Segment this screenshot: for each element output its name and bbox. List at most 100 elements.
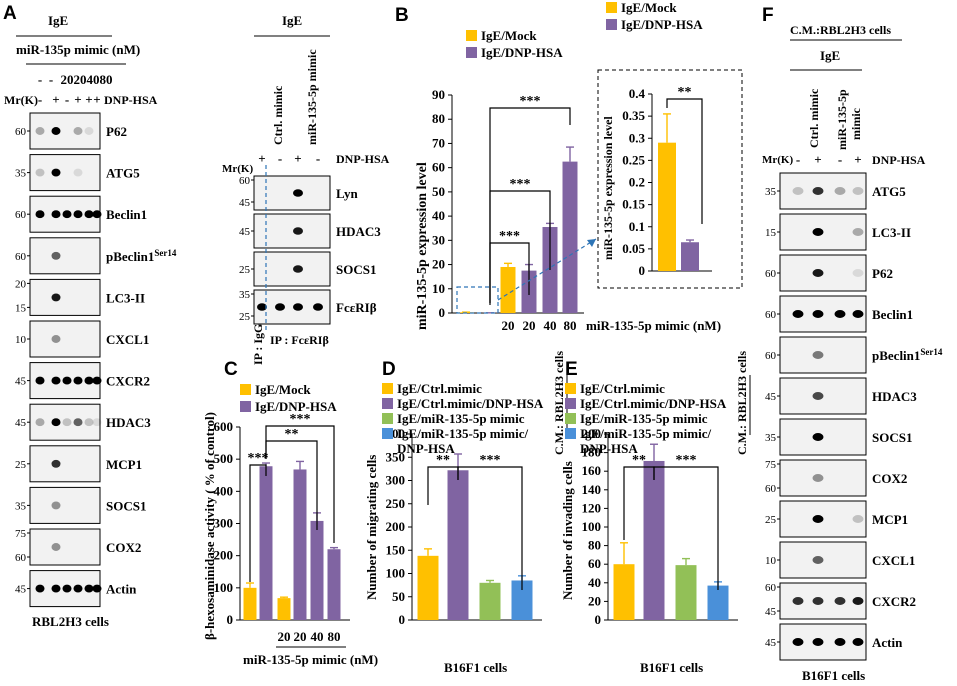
panel-f-label: F bbox=[762, 5, 774, 26]
blot-band bbox=[62, 210, 72, 219]
mw-marker: 60 bbox=[15, 552, 27, 564]
blot-cox2: COX2 75 60 bbox=[15, 528, 141, 566]
sign-2: - bbox=[65, 92, 69, 107]
sign-0: + bbox=[258, 151, 265, 166]
y-tick-label: 200 bbox=[214, 548, 234, 563]
blot-band bbox=[834, 310, 846, 318]
significance-label: *** bbox=[510, 177, 531, 192]
blot-label: HDAC3 bbox=[872, 389, 917, 404]
legend-label: IgE/DNP-HSA bbox=[481, 45, 563, 60]
bar bbox=[417, 555, 439, 620]
blot-label: SOCS1 bbox=[872, 430, 912, 445]
blot-label: ATG5 bbox=[872, 184, 906, 199]
y-axis-label: Number of migrating cells bbox=[364, 455, 379, 600]
blot-label: P62 bbox=[872, 266, 893, 281]
blot-band bbox=[293, 303, 303, 311]
blot-band bbox=[812, 310, 824, 318]
y-tick-label: 60 bbox=[588, 556, 601, 571]
blot-band bbox=[812, 269, 824, 277]
footer: B16F1 cells bbox=[640, 660, 703, 675]
panel-b-label: B bbox=[395, 5, 409, 26]
significance-bracket bbox=[265, 425, 335, 543]
blot-band bbox=[51, 210, 61, 219]
blot-band bbox=[834, 187, 846, 195]
legend-swatch bbox=[565, 383, 576, 394]
blot-band bbox=[812, 556, 824, 564]
blot-band bbox=[73, 584, 83, 593]
blot-label: HDAC3 bbox=[106, 415, 151, 430]
blot-band bbox=[852, 187, 864, 195]
blot-label: SOCS1 bbox=[336, 262, 376, 277]
y-tick-label: 40 bbox=[432, 208, 445, 223]
panel-a-blots: P62 60 ATG5 35 Beclin1 60 pBeclin1Ser14 60 LC3-I… bbox=[15, 112, 177, 608]
y-tick-label: 100 bbox=[582, 519, 602, 534]
bar bbox=[658, 142, 676, 271]
mw-marker: 60 bbox=[765, 582, 777, 594]
mw-marker: 75 bbox=[765, 459, 777, 471]
panel-a-dnp-signs: - + - + + + bbox=[38, 92, 101, 107]
blot-band bbox=[35, 210, 45, 219]
blot-band bbox=[51, 543, 61, 551]
legend-swatch bbox=[565, 413, 576, 424]
blot-band bbox=[92, 210, 102, 219]
panel-ip-col1: Ctrl. mimic bbox=[271, 85, 285, 145]
y-tick-label: 200 bbox=[582, 426, 602, 441]
mw-marker: 75 bbox=[15, 528, 27, 540]
y-axis-label: Number of invading cells bbox=[560, 461, 575, 600]
bar bbox=[643, 460, 665, 620]
bar bbox=[447, 470, 469, 620]
bar bbox=[707, 585, 729, 620]
legend-swatch bbox=[382, 398, 393, 409]
y-tick-label: 80 bbox=[432, 111, 445, 126]
y-tick-label: 160 bbox=[582, 463, 602, 478]
mw-marker: 10 bbox=[765, 555, 777, 567]
blot-band bbox=[35, 418, 45, 427]
panel-a-label: A bbox=[3, 3, 17, 24]
blot-hdac3: HDAC3 45 bbox=[15, 403, 151, 441]
blot-band bbox=[812, 351, 824, 359]
y-tick-label: 0.15 bbox=[622, 197, 645, 212]
mw-marker: 35 bbox=[765, 186, 777, 198]
mw-marker: 25 bbox=[15, 459, 27, 471]
blot-band bbox=[51, 459, 61, 468]
y-tick-label: 0.25 bbox=[622, 152, 645, 167]
blot-band bbox=[792, 187, 804, 195]
panel-a-mr: Mr(K) bbox=[4, 93, 38, 107]
blot-band bbox=[257, 303, 267, 311]
legend-swatch bbox=[565, 428, 576, 439]
panel-a-footer: RBL2H3 cells bbox=[32, 614, 109, 629]
legend-label: IgE/miR-135-5p mimic bbox=[580, 411, 708, 426]
blot-band bbox=[35, 127, 45, 135]
blot-cxcr2: CXCR2 60 45 bbox=[765, 582, 916, 620]
mw-marker: 10 bbox=[15, 334, 27, 346]
significance-label: ** bbox=[285, 427, 299, 442]
x-tick-label: 40 bbox=[544, 318, 557, 333]
blot-p62: P62 60 bbox=[765, 254, 893, 292]
blot-frame bbox=[29, 486, 101, 524]
blot-p62: P62 60 bbox=[15, 112, 127, 150]
blot-band bbox=[834, 597, 846, 605]
y-axis-label: miR-135-5p expression level bbox=[415, 162, 430, 330]
footer: B16F1 cells bbox=[444, 660, 507, 675]
panel-f-footer: B16F1 cells bbox=[802, 668, 865, 683]
blot-band bbox=[73, 127, 83, 135]
blot-frame bbox=[29, 154, 101, 192]
y-tick-label: 250 bbox=[386, 496, 406, 511]
y-tick-label: 200 bbox=[386, 519, 406, 534]
panel-f-blots: ATG535LC3-II15P6260Beclin160pBeclin1Ser1… bbox=[765, 172, 943, 661]
blot-band bbox=[852, 310, 864, 318]
y-tick-label: 40 bbox=[588, 575, 601, 590]
panel-f-col2b: mimic bbox=[849, 107, 863, 140]
panel-f-mr: Mr(K) bbox=[762, 154, 793, 166]
panel-ip-blots: Lyn 60 45 HDAC3 45 SOCS1 25 FcεRIβ 35 25 bbox=[239, 175, 381, 325]
panel-a-dnp-label: DNP-HSA bbox=[104, 93, 158, 107]
significance-bracket bbox=[653, 466, 719, 590]
x-tick-label: 20 bbox=[294, 629, 307, 644]
panel-f-dnp-label: DNP-HSA bbox=[872, 153, 926, 167]
x-tick-label: 20 bbox=[523, 318, 536, 333]
inset-y-axis-label: miR-135-5p expression level bbox=[601, 116, 615, 260]
legend-swatch bbox=[606, 2, 617, 13]
mw-marker: 60 bbox=[765, 350, 777, 362]
legend-swatch bbox=[382, 383, 393, 394]
